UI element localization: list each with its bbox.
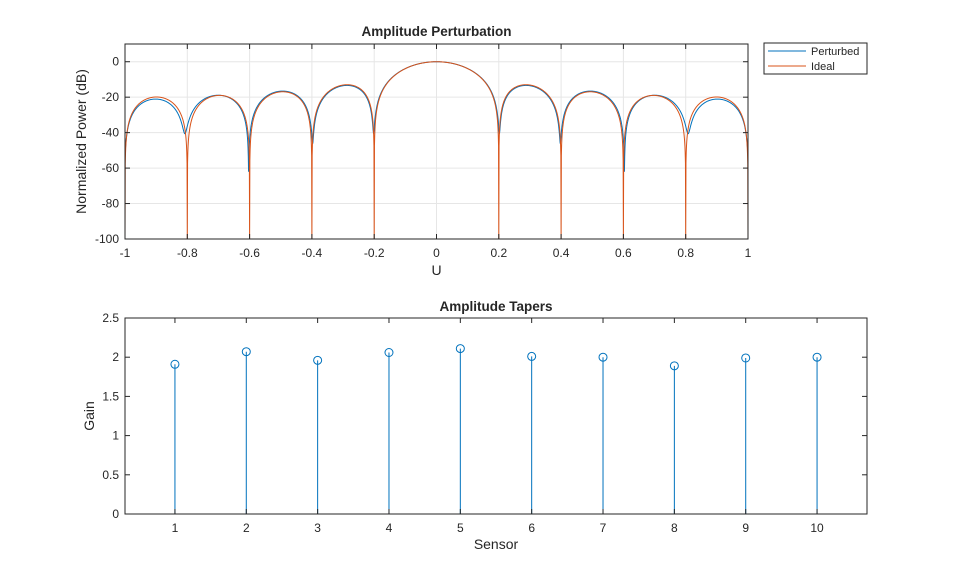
stem-marker (598, 352, 608, 362)
y-tick-label: 1.5 (102, 389, 119, 403)
legend-label-ideal: Ideal (811, 61, 835, 73)
y-tick-label: -80 (102, 197, 120, 211)
y-tick-label: 0 (112, 507, 119, 521)
tapers-axes-box (124, 317, 868, 515)
legend-label-perturbed: Perturbed (811, 46, 859, 58)
stem-marker (741, 353, 751, 363)
x-tick-label: 9 (742, 521, 749, 535)
x-tick-label: -0.4 (302, 246, 323, 260)
tapers-plot-area (125, 318, 867, 514)
stem-marker (527, 351, 537, 361)
y-tick-label: -60 (102, 161, 120, 175)
x-tick-label: 6 (528, 521, 535, 535)
stem-marker (455, 344, 465, 354)
legend-box (763, 42, 868, 75)
stem-marker (241, 347, 251, 357)
x-tick-label: 0.6 (615, 246, 632, 260)
perturbation-axes: -1 -0.8 -0.6 -0.4 -0.2 0 0.2 0.4 0.6 0.8 1 0 -20 -40 -… (73, 24, 752, 278)
stem-marker (170, 359, 180, 369)
stem-marker (313, 355, 323, 365)
tapers-title: Amplitude Tapers (439, 299, 552, 314)
x-tick-label: 0.8 (677, 246, 694, 260)
perturbation-legend[interactable]: Perturbed Ideal (763, 42, 868, 75)
x-tick-label: 1 (172, 521, 179, 535)
x-tick-label: -0.2 (364, 246, 385, 260)
perturbation-ylabel: Normalized Power (dB) (73, 69, 89, 214)
x-tick-label: 0.2 (490, 246, 507, 260)
y-tick-label: 2 (112, 350, 119, 364)
y-tick-label: 2.5 (102, 311, 119, 325)
y-tick-label: -100 (95, 232, 119, 246)
y-tick-label: 0 (112, 55, 119, 69)
stem-marker (812, 352, 822, 362)
y-tick-label: -20 (102, 90, 120, 104)
x-tick-label: -0.8 (177, 246, 198, 260)
tapers-xlabel: Sensor (474, 536, 519, 552)
x-tick-label: 1 (745, 246, 752, 260)
x-tick-label: 3 (314, 521, 321, 535)
x-tick-label: 4 (386, 521, 393, 535)
perturbation-xlabel: U (431, 262, 441, 278)
x-tick-label: 10 (810, 521, 824, 535)
tapers-stems (170, 344, 822, 514)
x-tick-label: 0.4 (553, 246, 570, 260)
tapers-ylabel: Gain (81, 401, 97, 431)
x-tick-label: 0 (433, 246, 440, 260)
x-tick-label: -1 (120, 246, 131, 260)
stem-marker (384, 347, 394, 357)
x-tick-label: 7 (600, 521, 607, 535)
x-tick-label: 2 (243, 521, 250, 535)
y-tick-label: 1 (112, 429, 119, 443)
x-tick-label: 8 (671, 521, 678, 535)
perturbation-lines (124, 61, 749, 240)
perturbation-ticks: -1 -0.8 -0.6 -0.4 -0.2 0 0.2 0.4 0.6 0.8 1 0 -20 -40 -… (95, 44, 752, 260)
stem-marker (669, 361, 679, 371)
tapers-ticks: 1 2 3 4 5 6 7 8 9 10 0 0.5 1 1.5 2 2.5 (102, 311, 867, 535)
x-tick-label: 5 (457, 521, 464, 535)
y-tick-label: -40 (102, 126, 120, 140)
series-line-ideal (124, 61, 749, 240)
tapers-axes: 1 2 3 4 5 6 7 8 9 10 0 0.5 1 1.5 2 2.5 Amplitude Tapers… (81, 299, 868, 552)
perturbation-title: Amplitude Perturbation (361, 24, 511, 39)
y-tick-label: 0.5 (102, 468, 119, 482)
x-tick-label: -0.6 (239, 246, 260, 260)
